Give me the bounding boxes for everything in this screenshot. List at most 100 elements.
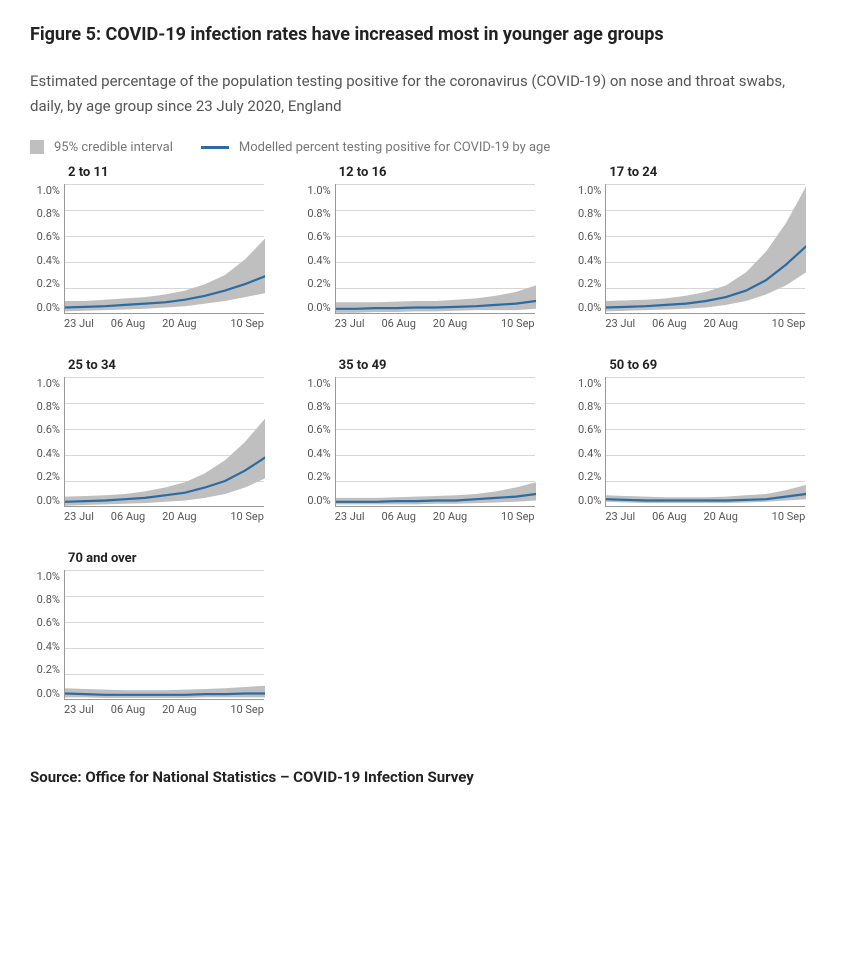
plot-area: [64, 184, 264, 314]
x-tick-label: 06 Aug: [381, 317, 415, 330]
panel-title: 17 to 24: [609, 165, 818, 180]
confidence-interval: [65, 685, 265, 697]
y-tick-label: 0.0%: [307, 494, 330, 507]
x-tick-label: 10 Sep: [772, 510, 806, 523]
x-tick-label: 23 Jul: [605, 317, 635, 330]
x-tick-label: 23 Jul: [64, 317, 94, 330]
x-tick-label: 06 Aug: [381, 510, 415, 523]
y-tick-label: 0.8%: [307, 400, 330, 413]
y-tick-label: 0.4%: [578, 254, 601, 267]
plot-area: [335, 377, 535, 507]
confidence-interval: [606, 186, 806, 311]
plot-area: [605, 184, 805, 314]
y-tick-label: 0.6%: [307, 423, 330, 436]
y-tick-label: 0.2%: [37, 470, 60, 483]
x-tick-label: 10 Sep: [230, 703, 264, 716]
x-tick-label: 23 Jul: [64, 510, 94, 523]
panel-title: 70 and over: [68, 551, 277, 566]
y-tick-label: 0.6%: [37, 230, 60, 243]
x-tick-label: 23 Jul: [335, 510, 365, 523]
panel-title: 2 to 11: [68, 165, 277, 180]
y-axis: 1.0%0.8%0.6%0.4%0.2%0.0%: [30, 570, 64, 700]
confidence-interval: [65, 418, 265, 505]
y-tick-label: 1.0%: [307, 184, 330, 197]
panel: 25 to 341.0%0.8%0.6%0.4%0.2%0.0%23 Jul06…: [30, 358, 277, 523]
legend: 95% credible interval Modelled percent t…: [30, 140, 818, 155]
y-tick-label: 1.0%: [307, 377, 330, 390]
plot-area: [335, 184, 535, 314]
y-axis: 1.0%0.8%0.6%0.4%0.2%0.0%: [571, 377, 605, 507]
y-tick-label: 0.2%: [37, 277, 60, 290]
x-tick-label: 06 Aug: [652, 510, 686, 523]
panel: 50 to 691.0%0.8%0.6%0.4%0.2%0.0%23 Jul06…: [571, 358, 818, 523]
y-tick-label: 0.0%: [37, 301, 60, 314]
x-axis: 23 Jul06 Aug20 Aug10 Sep: [335, 317, 535, 330]
x-tick-label: 10 Sep: [772, 317, 806, 330]
series-svg: [65, 570, 265, 700]
x-axis: 23 Jul06 Aug20 Aug10 Sep: [64, 703, 264, 716]
y-tick-label: 1.0%: [37, 570, 60, 583]
x-tick-label: 10 Sep: [230, 510, 264, 523]
y-tick-label: 0.4%: [307, 447, 330, 460]
y-tick-label: 0.2%: [578, 277, 601, 290]
series-svg: [336, 184, 536, 314]
small-multiples-grid: 2 to 11 1.0% 0.8% 0.6% 0.4% 0.2% 0.0% 23 Jul 06 …: [30, 165, 818, 716]
x-tick-label: 10 Sep: [501, 510, 535, 523]
x-tick-label: 23 Jul: [335, 317, 365, 330]
y-tick-label: 1.0%: [578, 184, 601, 197]
x-tick-label: 20 Aug: [703, 510, 737, 523]
y-tick-label: 0.6%: [578, 423, 601, 436]
x-tick-label: 20 Aug: [433, 510, 467, 523]
panel: 17 to 241.0%0.8%0.6%0.4%0.2%0.0%23 Jul06…: [571, 165, 818, 330]
y-tick-label: 0.6%: [37, 616, 60, 629]
y-tick-label: 0.4%: [37, 640, 60, 653]
y-tick-label: 0.8%: [578, 400, 601, 413]
y-tick-label: 1.0%: [37, 184, 60, 197]
y-axis: 1.0%0.8%0.6%0.4%0.2%0.0%: [30, 184, 64, 314]
plot-area: [64, 377, 264, 507]
series-svg: [336, 377, 536, 507]
x-tick-label: 06 Aug: [111, 317, 145, 330]
legend-ci-label: 95% credible interval: [54, 140, 173, 155]
x-tick-label: 20 Aug: [162, 703, 196, 716]
x-tick-label: 10 Sep: [501, 317, 535, 330]
x-tick-label: 10 Sep: [230, 317, 264, 330]
y-tick-label: 0.2%: [307, 277, 330, 290]
y-tick-label: 0.6%: [37, 423, 60, 436]
y-axis: 1.0% 0.8% 0.6% 0.4% 0.2% 0.0%: [301, 377, 335, 507]
y-tick-label: 0.8%: [37, 400, 60, 413]
y-tick-label: 0.8%: [37, 593, 60, 606]
x-tick-label: 23 Jul: [605, 510, 635, 523]
x-tick-label: 06 Aug: [111, 703, 145, 716]
y-tick-label: 0.0%: [307, 301, 330, 314]
y-tick-label: 0.8%: [578, 207, 601, 220]
plot-area: [605, 377, 805, 507]
series-svg: [65, 377, 265, 507]
panel-title: 50 to 69: [609, 358, 818, 373]
x-axis: 23 Jul06 Aug20 Aug10 Sep: [605, 317, 805, 330]
y-tick-label: 0.4%: [307, 254, 330, 267]
panel-title: 25 to 34: [68, 358, 277, 373]
y-tick-label: 0.0%: [578, 301, 601, 314]
plot-area: [64, 570, 264, 700]
x-tick-label: 20 Aug: [703, 317, 737, 330]
y-tick-label: 0.0%: [37, 687, 60, 700]
confidence-interval: [65, 238, 265, 311]
panel: 12 to 161.0%0.8%0.6%0.4%0.2%0.0%23 Jul06…: [301, 165, 548, 330]
x-axis: 23 Jul 06 Aug 20 Aug 10 Sep: [335, 510, 535, 523]
series-svg: [606, 184, 806, 314]
y-tick-label: 0.6%: [578, 230, 601, 243]
y-tick-label: 0.8%: [307, 207, 330, 220]
legend-line-swatch: [201, 146, 229, 149]
y-tick-label: 1.0%: [578, 377, 601, 390]
y-axis: 1.0% 0.8% 0.6% 0.4% 0.2% 0.0%: [571, 184, 605, 314]
x-tick-label: 06 Aug: [111, 510, 145, 523]
y-tick-label: 0.0%: [37, 494, 60, 507]
y-tick-label: 0.4%: [37, 447, 60, 460]
y-tick-label: 0.2%: [307, 470, 330, 483]
figure-title: Figure 5: COVID-19 infection rates have …: [30, 20, 818, 51]
series-svg: [65, 184, 265, 314]
series-svg: [606, 377, 806, 507]
y-tick-label: 0.4%: [37, 254, 60, 267]
y-tick-label: 0.6%: [307, 230, 330, 243]
